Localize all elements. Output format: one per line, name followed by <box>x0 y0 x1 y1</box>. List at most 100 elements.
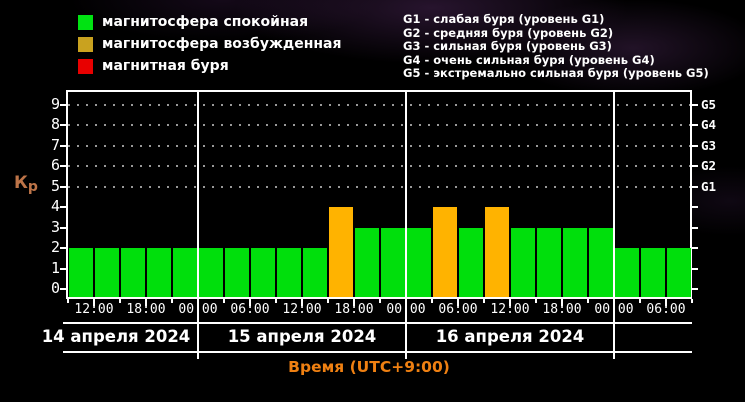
y-tick-left <box>60 144 66 147</box>
x-tick-minor <box>223 299 225 303</box>
x-tick-label: 06:00 <box>230 302 270 317</box>
date-label: 16 апреля 2024 <box>435 327 585 346</box>
x-tick-minor <box>587 299 589 303</box>
right-axis-label-G4: G4 <box>701 117 717 132</box>
y-tick-left <box>60 247 66 249</box>
kp-bar <box>537 227 561 297</box>
gridline-G1 <box>68 185 690 188</box>
date-band-bottom-line <box>63 351 692 353</box>
x-tick-major <box>509 299 511 306</box>
x-tick-major <box>353 299 355 306</box>
kp-bar <box>329 207 353 297</box>
x-tick-label: 12:00 <box>282 302 322 317</box>
legend-item: магнитосфера спокойная <box>78 11 341 33</box>
legend-item: магнитная буря <box>78 55 341 77</box>
y-tick-left <box>60 124 66 126</box>
x-tick-minor <box>67 299 69 303</box>
x-tick-minor <box>275 299 277 303</box>
x-tick-minor <box>535 299 537 303</box>
kp-bar <box>667 248 691 297</box>
y-tick-label-9: 9 <box>50 94 60 113</box>
y-tick-label-2: 2 <box>50 238 60 256</box>
kp-bar <box>641 248 665 297</box>
gridline-G2 <box>68 165 690 167</box>
x-tick-minor <box>431 299 433 303</box>
date-band-separator <box>405 299 407 359</box>
kp-bar <box>381 227 405 297</box>
kp-bar <box>563 227 587 297</box>
right-axis-label-G1: G1 <box>701 178 717 194</box>
x-tick-label: 18:00 <box>126 302 166 317</box>
kp-bar <box>459 227 483 297</box>
kp-bar <box>511 227 535 297</box>
x-tick-minor <box>171 299 173 303</box>
kp-bar <box>173 248 197 297</box>
x-tick-major <box>301 299 303 306</box>
x-axis-title: Время (UTC+9:00) <box>288 358 450 376</box>
day-separator <box>405 92 407 297</box>
right-axis-label-G2: G2 <box>701 158 717 173</box>
y-tick-label-6: 6 <box>50 156 60 174</box>
right-axis-label-G5: G5 <box>701 96 717 112</box>
kp-bar <box>95 248 119 297</box>
legend: магнитосфера спокойная магнитосфера возбу… <box>78 11 341 77</box>
y-tick-label-7: 7 <box>50 135 60 154</box>
date-band-separator <box>613 299 615 359</box>
storm-swatch <box>78 58 93 74</box>
kp-bar <box>303 248 327 297</box>
kp-bar <box>225 248 249 297</box>
y-tick-label-0: 0 <box>50 279 60 297</box>
kp-bar <box>485 207 509 297</box>
storm-scale-line-4: G4 - очень сильная буря (уровень G4) <box>403 52 655 67</box>
x-tick-label: 06:00 <box>438 302 478 317</box>
kp-bar <box>589 227 613 297</box>
x-tick-label: 18:00 <box>542 302 582 317</box>
date-band-separator <box>197 299 199 359</box>
x-tick-minor <box>483 299 485 303</box>
y-tick-label-3: 3 <box>50 217 60 236</box>
y-tick-left <box>60 165 66 167</box>
y-tick-right <box>692 124 698 126</box>
storm-scale-line-3: G3 - сильная буря (уровень G3) <box>403 39 612 54</box>
kp-bar <box>277 248 301 297</box>
gridline-G5 <box>68 103 690 106</box>
kp-bar <box>615 248 639 297</box>
x-tick-minor <box>379 299 381 303</box>
y-axis-title: Кр <box>14 173 38 195</box>
x-tick-major <box>665 299 667 306</box>
x-tick-label: 06:00 <box>646 302 686 317</box>
x-tick-label: 12:00 <box>490 302 530 317</box>
plot-area <box>66 90 692 299</box>
date-band-top-line <box>63 322 692 324</box>
x-tick-label: 18:00 <box>334 302 374 317</box>
gridline-G4 <box>68 124 690 126</box>
y-tick-right <box>692 267 698 270</box>
x-tick-minor <box>119 299 121 303</box>
y-tick-left <box>60 185 66 188</box>
x-tick-major <box>561 299 563 306</box>
y-tick-right <box>692 288 698 290</box>
y-tick-left <box>60 206 66 208</box>
y-tick-label-4: 4 <box>50 197 60 215</box>
day-separator <box>613 92 615 297</box>
legend-item-label: магнитосфера спокойная <box>102 14 309 30</box>
x-tick-label: 12:00 <box>74 302 114 317</box>
quiet-swatch <box>78 14 93 30</box>
kp-bar <box>69 248 93 297</box>
y-tick-left <box>60 226 66 229</box>
x-tick-minor <box>327 299 329 303</box>
storm-scale-line-2: G2 - средняя буря (уровень G2) <box>403 25 614 40</box>
active-swatch <box>78 36 93 52</box>
y-tick-left <box>60 103 66 106</box>
kp-bar <box>433 207 457 297</box>
y-tick-right <box>692 144 698 147</box>
y-tick-label-1: 1 <box>50 258 60 277</box>
kp-bar <box>251 248 275 297</box>
date-label: 14 апреля 2024 <box>41 327 191 346</box>
kp-bar <box>121 248 145 297</box>
x-tick-major <box>457 299 459 306</box>
storm-scale-line-1: G1 - слабая буря (уровень G1) <box>403 12 605 26</box>
x-tick-minor <box>639 299 641 303</box>
date-label: 15 апреля 2024 <box>227 327 377 346</box>
